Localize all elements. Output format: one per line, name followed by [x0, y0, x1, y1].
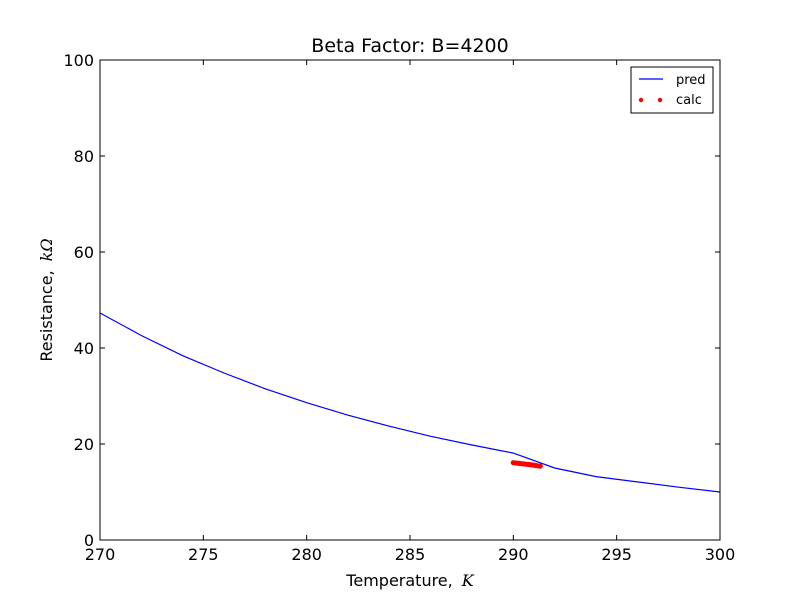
- legend-calc-marker-2: [657, 97, 663, 103]
- series-calc-points: [510, 460, 543, 469]
- y-tick-label: 80: [74, 147, 94, 166]
- x-tick-label: 290: [498, 545, 529, 564]
- x-axis-label-symbol: K: [461, 571, 475, 590]
- y-tick-label: 100: [63, 51, 94, 70]
- y-axis-label-symbol: kΩ: [37, 238, 56, 261]
- y-tick-label: 60: [74, 243, 94, 262]
- legend-box: [630, 66, 714, 114]
- chart-title: Beta Factor: B=4200: [311, 35, 508, 57]
- x-tick-label: 275: [188, 545, 219, 564]
- x-tick-label: 285: [395, 545, 426, 564]
- legend: pred calc: [630, 66, 714, 114]
- y-tick-label: 40: [74, 339, 94, 358]
- legend-calc-label: calc: [676, 93, 702, 108]
- y-tick-label: 0: [84, 531, 94, 550]
- y-axis-label-text: Resistance,: [37, 270, 56, 361]
- x-tick-label: 270: [85, 545, 116, 564]
- y-axis-ticks: 0 20 40 60 80 100: [63, 51, 720, 550]
- legend-pred-label: pred: [676, 73, 706, 88]
- x-axis-label-text: Temperature,: [345, 571, 452, 590]
- y-tick-label: 20: [74, 435, 94, 454]
- x-axis-ticks: 270 275 280 285 290 295 300: [85, 60, 736, 564]
- legend-calc-marker-1: [638, 97, 644, 103]
- y-axis-label: Resistance, kΩ: [37, 238, 56, 361]
- series-pred-line: [99, 312, 721, 493]
- x-tick-label: 295: [601, 545, 632, 564]
- x-tick-label: 300: [705, 545, 736, 564]
- calc-point: [537, 463, 543, 469]
- x-tick-label: 280: [291, 545, 322, 564]
- x-axis-label: Temperature, K: [345, 571, 474, 590]
